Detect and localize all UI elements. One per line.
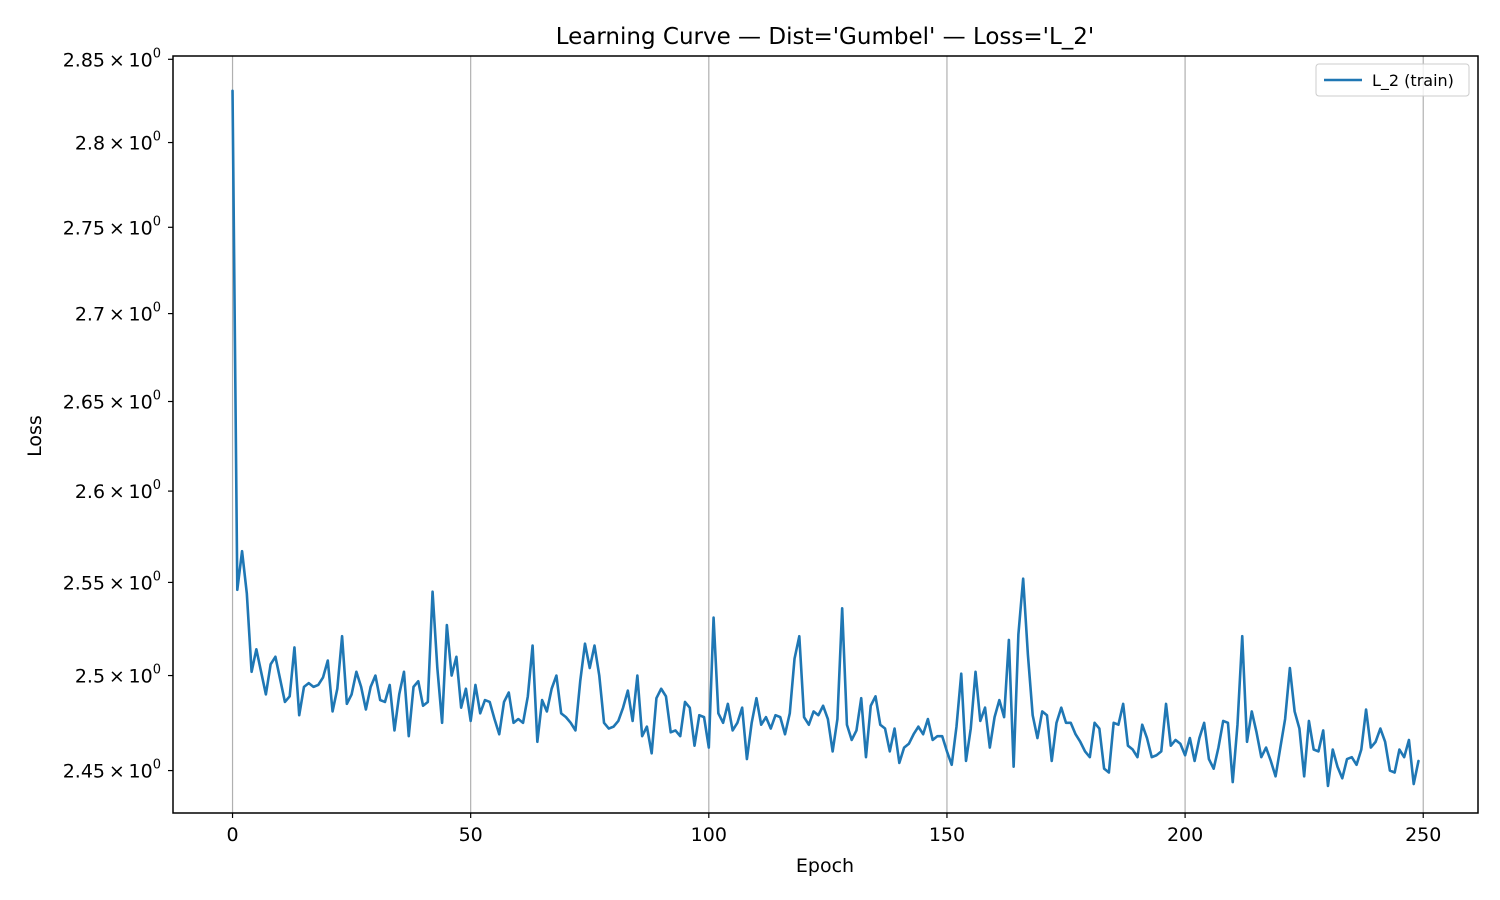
- x-axis-title: Epoch: [796, 855, 854, 877]
- x-tick-label: 150: [929, 824, 965, 846]
- x-axis-ticks: 0 50 100 150 200 250: [226, 813, 1441, 846]
- x-tick-label: 0: [226, 824, 238, 846]
- x-tick-label: 250: [1405, 824, 1441, 846]
- y-tick-label: 2.8 × 100: [75, 130, 161, 155]
- plot-area-frame: [172, 55, 1479, 814]
- legend-box: [1315, 63, 1470, 97]
- y-tick-label: 2.65 × 100: [63, 389, 161, 414]
- x-tick-label: 50: [459, 824, 483, 846]
- series-line: [231, 89, 1420, 788]
- chart-title: Learning Curve — Dist='Gumbel' — Loss='L…: [556, 24, 1095, 50]
- x-tick-label: 200: [1167, 824, 1203, 846]
- legend-label: L_2 (train): [1372, 71, 1454, 91]
- y-tick-label: 2.7 × 100: [75, 301, 161, 326]
- y-tick-label: 2.6 × 100: [75, 478, 161, 503]
- series-layer: [231, 89, 1420, 788]
- grid-layer: [231, 56, 1424, 813]
- y-tick-label: 2.5 × 100: [75, 663, 161, 688]
- y-tick-label: 2.45 × 100: [63, 758, 161, 783]
- y-axis-ticks: 2.45 × 100 2.5 × 100 2.55 × 100 2.6 × 100 2.…: [63, 46, 173, 783]
- legend: L_2 (train): [1315, 63, 1470, 97]
- y-tick-label: 2.75 × 100: [63, 214, 161, 239]
- y-tick-label: 2.55 × 100: [63, 569, 161, 594]
- x-tick-label: 100: [691, 824, 727, 846]
- y-tick-label: 2.85 × 100: [63, 46, 161, 71]
- y-axis-title: Loss: [24, 415, 46, 457]
